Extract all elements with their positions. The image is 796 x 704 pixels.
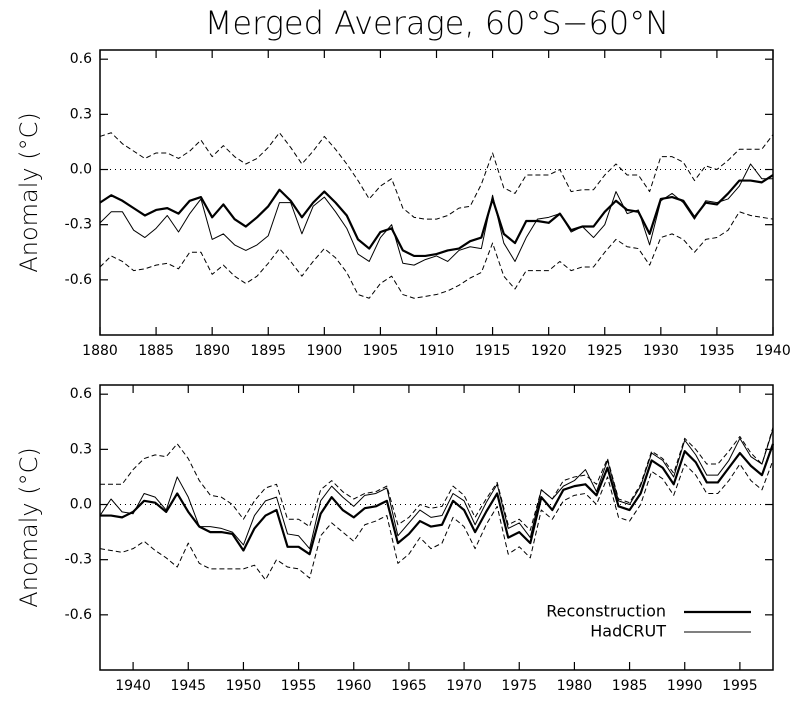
x-tick-label: 1990 xyxy=(667,678,703,694)
x-tick-label: 1950 xyxy=(226,678,262,694)
x-tick-label: 1900 xyxy=(307,343,343,359)
y-tick-label: 0.3 xyxy=(70,106,92,122)
x-tick-label: 1940 xyxy=(115,678,151,694)
x-tick-label: 1905 xyxy=(363,343,399,359)
series-line xyxy=(100,443,775,556)
x-tick-label: 1885 xyxy=(138,343,174,359)
series-line xyxy=(99,132,774,220)
series-line xyxy=(99,428,774,550)
x-tick-label: 1940 xyxy=(755,343,791,359)
x-tick-label: 1960 xyxy=(336,678,372,694)
x-tick-label: 1980 xyxy=(557,678,593,694)
chart-title: Merged Average, 60°S−60°N xyxy=(205,4,669,42)
x-tick-label: 1880 xyxy=(82,343,118,359)
y-tick-label: -0.3 xyxy=(65,552,92,568)
x-tick-label: 1970 xyxy=(446,678,482,694)
y-tick-label: 0.6 xyxy=(70,51,92,67)
series-line xyxy=(99,163,773,266)
x-tick-label: 1910 xyxy=(419,343,455,359)
y-tick-label: -0.3 xyxy=(65,217,92,233)
y-axis-label: Anomaly (°C) xyxy=(15,112,43,272)
y-axis-label: Anomaly (°C) xyxy=(15,447,43,607)
x-tick-label: 1955 xyxy=(281,678,317,694)
y-tick-label: -0.6 xyxy=(65,272,92,288)
series-line xyxy=(99,460,774,581)
x-tick-label: 1920 xyxy=(531,343,567,359)
y-tick-label: -0.6 xyxy=(65,607,92,623)
x-tick-label: 1985 xyxy=(612,678,648,694)
x-tick-label: 1890 xyxy=(194,343,230,359)
x-tick-label: 1995 xyxy=(722,678,758,694)
x-tick-label: 1945 xyxy=(170,678,206,694)
x-tick-label: 1925 xyxy=(587,343,623,359)
x-tick-label: 1975 xyxy=(501,678,537,694)
series-line xyxy=(99,211,774,299)
x-tick-label: 1915 xyxy=(475,343,511,359)
y-tick-label: 0.6 xyxy=(70,386,92,402)
y-tick-label: 0.0 xyxy=(70,497,92,513)
x-tick-label: 1935 xyxy=(699,343,735,359)
plot-frame xyxy=(99,384,774,671)
x-tick-label: 1930 xyxy=(643,343,679,359)
legend-label: Reconstruction xyxy=(546,602,666,621)
y-tick-label: 0.0 xyxy=(70,162,92,178)
legend-label: HadCRUT xyxy=(590,622,666,641)
x-tick-label: 1965 xyxy=(391,678,427,694)
series-line xyxy=(99,174,774,258)
y-tick-label: 0.3 xyxy=(70,441,92,457)
series-line xyxy=(100,427,774,531)
x-tick-label: 1895 xyxy=(250,343,286,359)
